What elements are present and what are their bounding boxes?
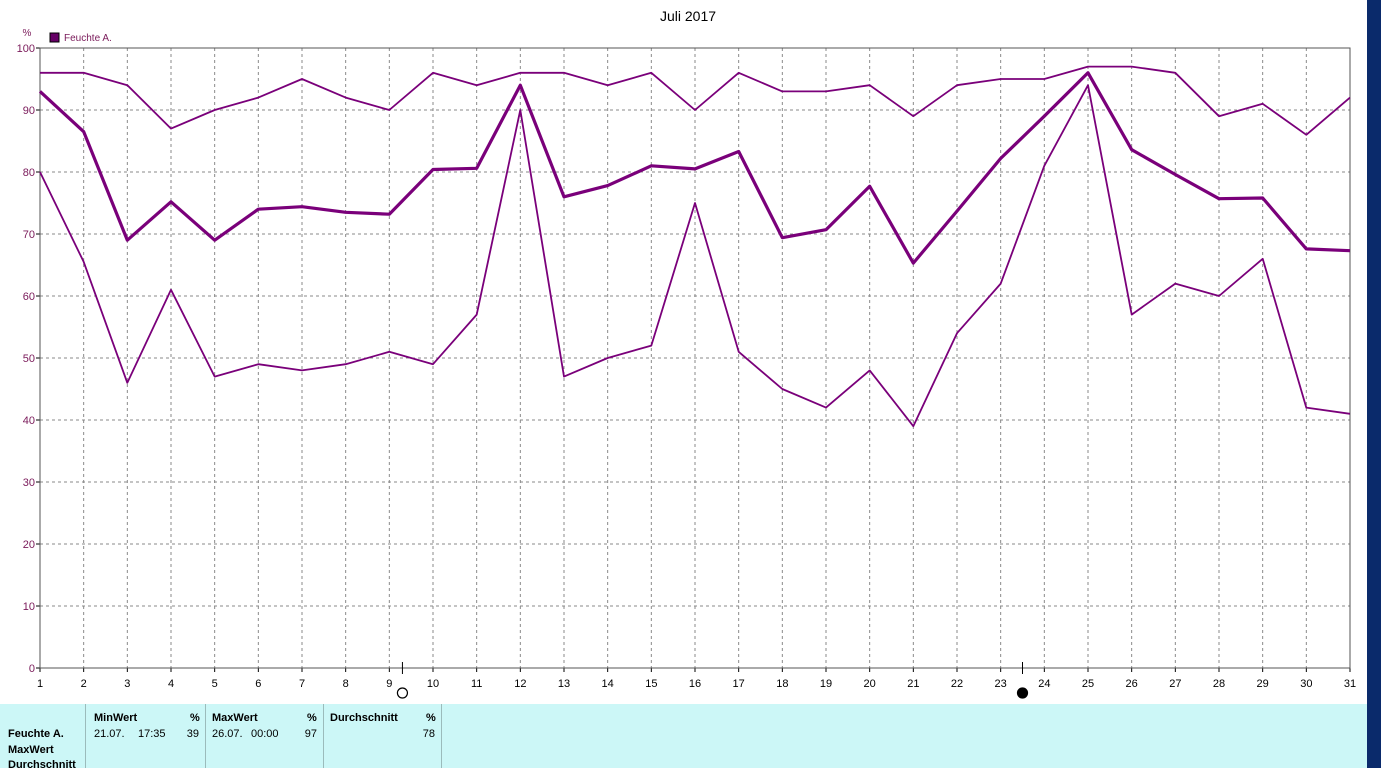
series-line-maxwert — [40, 65, 1351, 136]
avg-unit: % — [426, 712, 436, 724]
legend-swatch — [49, 32, 60, 43]
x-tick-label: 14 — [602, 678, 614, 690]
row-label-sensor: Feuchte A. — [8, 728, 64, 740]
chart-title: Juli 2017 — [660, 8, 716, 24]
x-tick-label: 25 — [1082, 678, 1094, 690]
x-tick-label: 26 — [1126, 678, 1138, 690]
x-tick-label: 6 — [255, 678, 261, 690]
x-tick-label: 1 — [37, 678, 43, 690]
max-time: 00:00 — [251, 728, 279, 740]
series-line-durchschnitt — [38, 71, 1351, 265]
y-tick-label: 90 — [23, 105, 35, 117]
y-tick-label: 70 — [23, 229, 35, 241]
max-value: 97 — [304, 728, 317, 740]
y-tick-label: 100 — [17, 43, 35, 55]
x-tick-label: 22 — [951, 678, 963, 690]
x-tick-label: 27 — [1169, 678, 1181, 690]
x-tick-label: 17 — [733, 678, 745, 690]
max-date: 26.07. — [212, 728, 243, 740]
window-edge — [1367, 0, 1381, 768]
x-tick-label: 8 — [343, 678, 349, 690]
y-tick-label: 30 — [23, 477, 35, 489]
x-tick-label: 29 — [1257, 678, 1269, 690]
panel-divider — [323, 704, 324, 768]
legend-label: Feuchte A. — [64, 33, 112, 44]
x-tick-label: 16 — [689, 678, 701, 690]
x-tick-label: 21 — [907, 678, 919, 690]
y-axis-unit: % — [23, 28, 32, 39]
series-layer — [38, 65, 1351, 428]
x-tick-label: 30 — [1300, 678, 1312, 690]
new-moon-icon — [1016, 687, 1029, 699]
moon-markers — [396, 662, 1029, 699]
max-unit: % — [307, 712, 317, 724]
x-tick-label: 4 — [168, 678, 174, 690]
avg-value: 78 — [422, 728, 435, 740]
panel-divider — [441, 704, 442, 768]
x-tick-label: 5 — [212, 678, 218, 690]
y-tick-label: 20 — [23, 539, 35, 551]
row-label-max: MaxWert — [8, 744, 54, 756]
x-tick-label: 2 — [81, 678, 87, 690]
statistics-panel: Feuchte A. MaxWert Durchschnitt MinWert … — [0, 704, 1367, 771]
panel-divider — [85, 704, 86, 768]
min-unit: % — [190, 712, 200, 724]
humidity-chart: Juli 2017 % Feuchte A. 0 10 20 30 40 50 60 70 80… — [17, 8, 1356, 699]
y-tick-label: 80 — [23, 167, 35, 179]
chart-area: Juli 2017 % Feuchte A. 0 10 20 30 40 50 60 70 80… — [16, 8, 1357, 699]
y-tick-label: 40 — [23, 415, 35, 427]
x-tick-label: 18 — [776, 678, 788, 690]
x-tick-label: 7 — [299, 678, 305, 690]
x-tick-label: 3 — [124, 678, 130, 690]
x-tick-label: 19 — [820, 678, 832, 690]
max-header: MaxWert — [212, 712, 258, 724]
x-tick-label: 11 — [471, 678, 482, 690]
full-moon-icon — [396, 687, 409, 699]
panel-divider — [205, 704, 206, 768]
min-time: 17:35 — [138, 728, 166, 740]
x-tick-label: 13 — [558, 678, 570, 690]
y-tick-label: 50 — [23, 353, 35, 365]
x-tick-label: 15 — [645, 678, 657, 690]
min-header: MinWert — [94, 712, 138, 724]
y-tick-label: 0 — [29, 663, 35, 675]
y-tick-label: 60 — [23, 291, 35, 303]
x-tick-label: 31 — [1344, 678, 1356, 690]
row-label-avg: Durchschnitt — [8, 759, 76, 771]
grid — [40, 48, 1350, 668]
plot-frame — [39, 47, 1351, 669]
y-tick-label: 10 — [23, 601, 35, 613]
series-line-minwert — [39, 84, 1351, 428]
x-tick-label: 28 — [1213, 678, 1225, 690]
min-value: 39 — [186, 728, 199, 740]
avg-header: Durchschnitt — [330, 712, 398, 724]
x-tick-label: 20 — [864, 678, 876, 690]
x-tick-label: 23 — [995, 678, 1007, 690]
min-date: 21.07. — [94, 728, 125, 740]
x-tick-label: 24 — [1038, 678, 1050, 690]
x-tick-label: 12 — [514, 678, 526, 690]
x-tick-label: 10 — [427, 678, 439, 690]
x-tick-label: 9 — [386, 678, 392, 690]
